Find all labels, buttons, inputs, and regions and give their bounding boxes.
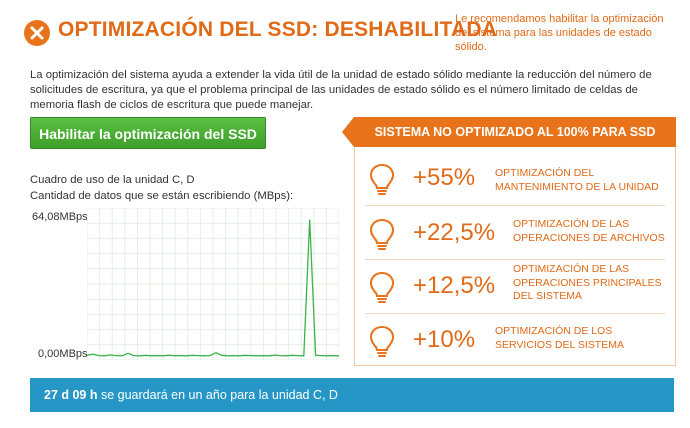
close-icon[interactable] — [24, 20, 50, 46]
optimization-panel: +55% OPTIMIZACIÓN DEL MANTENIMIENTO DE L… — [354, 147, 676, 366]
optimization-row: +12,5% OPTIMIZACIÓN DE LAS OPERACIONES P… — [355, 259, 675, 313]
recommendation-text: Le recomendamos habilitar la optimizació… — [455, 13, 664, 53]
y-axis-min-label: 0,00MBps — [38, 348, 88, 360]
page-title: OPTIMIZACIÓN DEL SSD: DESHABILITADA — [58, 18, 498, 41]
enable-ssd-optimization-button[interactable]: Habilitar la optimización del SSD — [30, 117, 266, 149]
chart-marks — [87, 219, 339, 357]
series-line — [87, 219, 339, 357]
divider — [365, 259, 665, 260]
banner-notch — [342, 117, 354, 147]
optimization-label: OPTIMIZACIÓN DE LOS SERVICIOS DEL SISTEM… — [495, 325, 624, 351]
status-banner: SISTEMA NO OPTIMIZADO AL 100% PARA SSD — [354, 117, 676, 147]
lightbulb-icon — [369, 218, 395, 250]
description-text: La optimización del sistema ayuda a exte… — [30, 69, 652, 111]
chart-title: Cuadro de uso de la unidad C, D Cantidad… — [30, 172, 293, 204]
divider — [365, 205, 665, 206]
optimization-percent: +22,5% — [413, 219, 496, 246]
optimization-label: OPTIMIZACIÓN DEL MANTENIMIENTO DE LA UNI… — [495, 167, 659, 193]
optimization-row: +22,5% OPTIMIZACIÓN DE LAS OPERACIONES D… — [355, 206, 675, 260]
optimization-label: OPTIMIZACIÓN DE LAS OPERACIONES PRINCIPA… — [513, 263, 662, 302]
optimization-percent: +12,5% — [413, 272, 496, 299]
lightbulb-icon — [369, 163, 395, 195]
savings-text: se guardará en un año para la unidad C, … — [97, 388, 338, 402]
savings-time: 27 d 09 h — [44, 388, 98, 402]
lightbulb-icon — [369, 271, 395, 303]
lightbulb-icon — [369, 325, 395, 357]
divider — [365, 313, 665, 314]
optimization-label: OPTIMIZACIÓN DE LAS OPERACIONES DE ARCHI… — [513, 218, 665, 244]
y-axis-max-label: 64,08MBps — [32, 211, 88, 223]
chart-title-line2: Cantidad de datos que se están escribien… — [30, 190, 294, 202]
usage-chart — [87, 208, 339, 360]
optimization-percent: +55% — [413, 164, 476, 191]
chart-title-line1: Cuadro de uso de la unidad C, D — [30, 174, 195, 186]
chart-grid — [87, 208, 339, 360]
optimization-row: +10% OPTIMIZACIÓN DE LOS SERVICIOS DEL S… — [355, 313, 675, 367]
optimization-percent: +10% — [413, 326, 476, 353]
savings-footer: 27 d 09 h se guardará en un año para la … — [30, 378, 674, 412]
optimization-row: +55% OPTIMIZACIÓN DEL MANTENIMIENTO DE L… — [355, 151, 675, 205]
